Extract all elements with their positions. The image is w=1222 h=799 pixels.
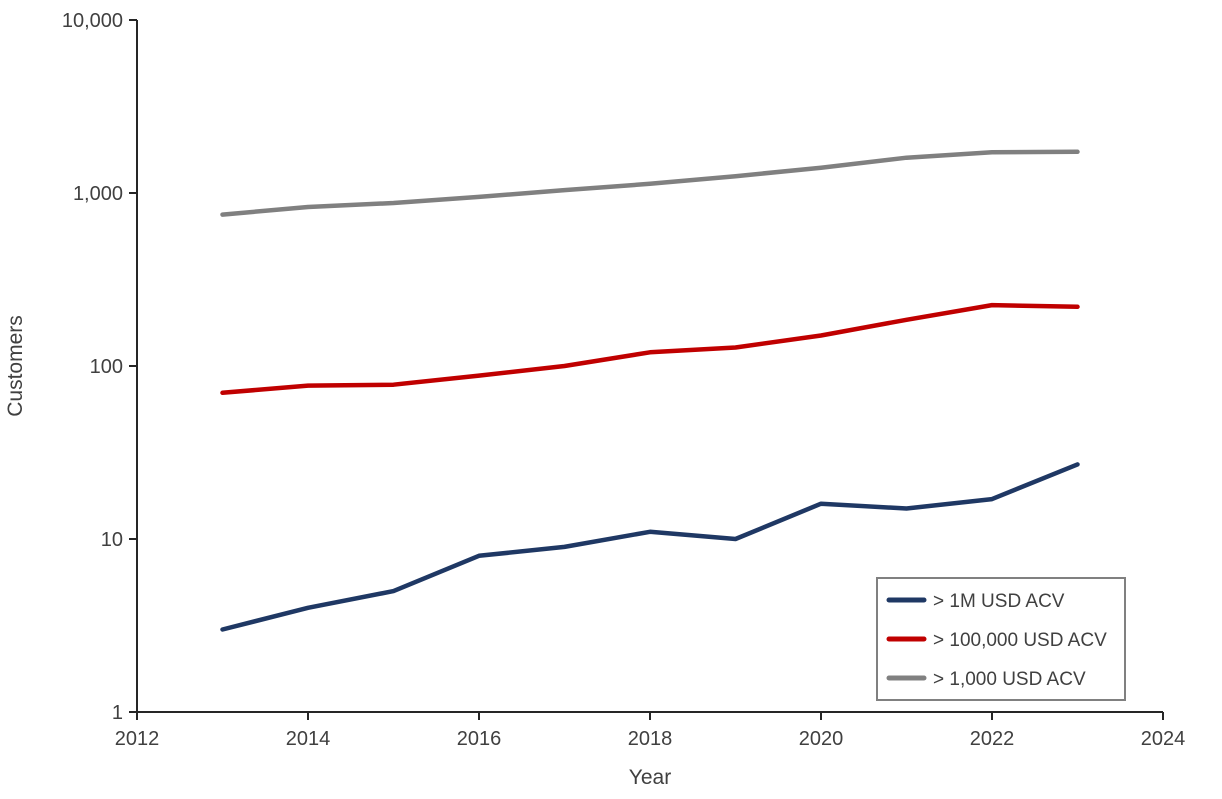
x-axis-title: Year xyxy=(628,766,672,789)
series-line-0 xyxy=(220,462,1080,632)
legend-label-1: > 100,000 USD ACV xyxy=(933,630,1107,651)
x-tick-label: 2020 xyxy=(799,728,844,750)
legend: > 1M USD ACV > 100,000 USD ACV > 1,000 USD… xyxy=(876,577,1126,701)
x-tick-label: 2024 xyxy=(1141,728,1186,750)
axes: 1 10 100 1,000 10,000 2012 2014 2016 2018 2020 202… xyxy=(62,10,1185,750)
series-line-2 xyxy=(220,149,1080,217)
y-tick-label: 1 xyxy=(112,702,123,724)
y-axis-title: Customers xyxy=(4,315,27,417)
y-tick-label: 1,000 xyxy=(73,183,123,205)
legend-label-0: > 1M USD ACV xyxy=(933,591,1065,612)
y-tick-label: 100 xyxy=(90,356,123,378)
x-tick-label: 2016 xyxy=(457,728,502,750)
series-group xyxy=(220,149,1080,632)
y-tick-label: 10 xyxy=(101,529,123,551)
x-tick-label: 2018 xyxy=(628,728,673,750)
series-line-1 xyxy=(220,302,1080,396)
x-tick-label: 2014 xyxy=(286,728,331,750)
y-tick-label: 10,000 xyxy=(62,10,123,32)
x-tick-label: 2012 xyxy=(115,728,160,750)
legend-label-2: > 1,000 USD ACV xyxy=(933,669,1086,690)
x-tick-label: 2022 xyxy=(970,728,1015,750)
